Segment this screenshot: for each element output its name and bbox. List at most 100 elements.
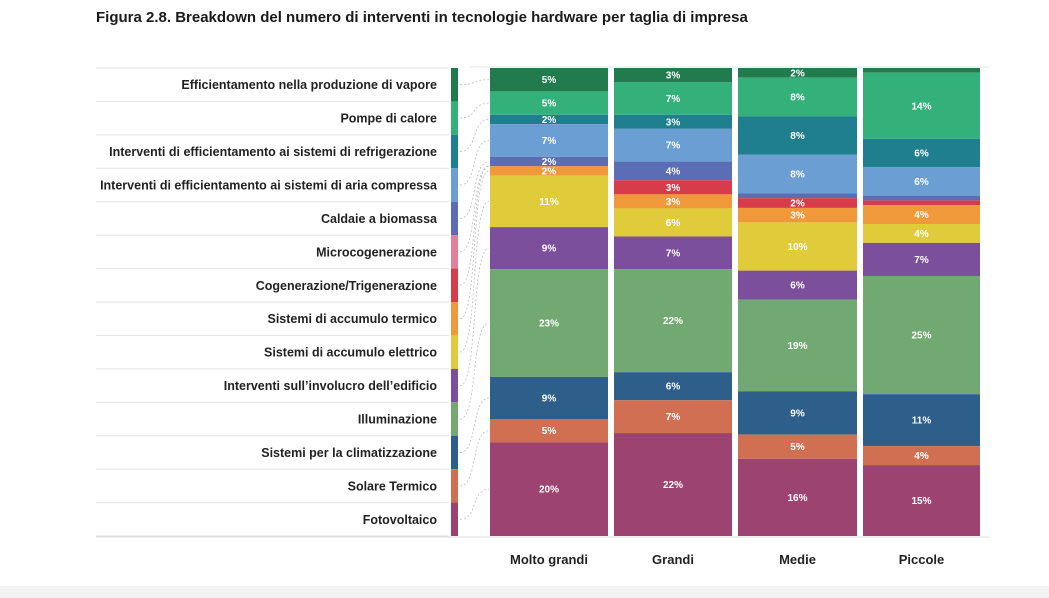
legend-connector	[459, 397, 490, 453]
data-label: 3%	[666, 117, 681, 128]
data-label: 16%	[787, 493, 807, 504]
data-label: 9%	[542, 244, 557, 255]
legend-connector	[459, 119, 490, 152]
data-label: 22%	[663, 480, 683, 491]
data-label: 2%	[790, 199, 805, 210]
bar-segment	[738, 207, 857, 223]
bar-segment	[738, 222, 857, 271]
bar-segment	[863, 242, 980, 276]
data-label: 25%	[911, 331, 931, 342]
legend-label: Caldaie a biomassa	[321, 212, 438, 226]
bar-segment	[863, 394, 980, 447]
data-label: 5%	[542, 426, 557, 437]
bar-segment	[738, 154, 857, 194]
data-label: 5%	[542, 75, 557, 86]
bar-segment	[490, 376, 608, 419]
bar-segment	[738, 116, 857, 155]
legend-swatch	[451, 302, 458, 336]
data-label: 7%	[542, 136, 557, 147]
data-label: 14%	[911, 101, 931, 112]
bar-segment	[490, 156, 608, 167]
bar-segment	[614, 194, 732, 209]
data-label: 8%	[790, 131, 805, 142]
data-label: 6%	[790, 281, 805, 292]
bar-segment	[863, 195, 980, 201]
legend-swatch	[451, 435, 458, 470]
bar-segment	[614, 82, 732, 115]
data-label: 5%	[790, 442, 805, 453]
bar-segment	[614, 400, 732, 434]
bar-segment	[863, 465, 980, 536]
bar-segment	[863, 167, 980, 196]
legend-swatch	[451, 168, 458, 202]
bar-segment	[490, 68, 608, 92]
bar-segment	[490, 442, 608, 536]
legend-swatch	[451, 502, 458, 536]
bar-segment	[738, 77, 857, 117]
legend-connector	[459, 165, 490, 253]
data-label: 3%	[666, 183, 681, 194]
data-label: 6%	[914, 149, 929, 160]
bar-segment	[863, 205, 980, 224]
data-label: 11%	[912, 416, 932, 427]
data-label: 22%	[663, 316, 683, 327]
bar-segment	[863, 276, 980, 395]
bar-segment	[490, 166, 608, 176]
legend-connector	[459, 79, 490, 86]
bar-segment	[490, 175, 608, 228]
data-label: 10%	[787, 242, 807, 253]
bar-segment	[738, 391, 857, 435]
legend-connector	[459, 430, 490, 487]
legend-label: Sistemi di accumulo elettrico	[264, 346, 437, 360]
data-label: 9%	[790, 408, 805, 419]
legend-swatch	[451, 368, 458, 403]
data-label: 20%	[539, 485, 559, 496]
data-label: 6%	[914, 177, 929, 188]
data-label: 2%	[542, 115, 557, 126]
data-label: 4%	[914, 451, 929, 462]
bar-segment	[614, 128, 732, 162]
data-label: 6%	[666, 382, 681, 393]
bar-segment	[614, 68, 732, 83]
legend-label: Cogenerazione/Trigenerazione	[256, 279, 437, 293]
legend-label: Illuminazione	[358, 413, 437, 427]
bar-segment	[490, 269, 608, 377]
legend-swatch	[451, 101, 458, 135]
bar-segment	[863, 68, 980, 73]
data-label: 2%	[542, 157, 557, 168]
legend-label: Fotovoltaico	[363, 513, 438, 527]
legend-connector	[459, 102, 490, 119]
data-label: 7%	[666, 141, 681, 152]
data-label: 8%	[790, 170, 805, 181]
bar-segment	[614, 433, 732, 536]
bar-segment	[738, 299, 857, 392]
bar-segment	[863, 446, 980, 466]
legend-swatch	[451, 268, 458, 302]
legend-connector	[459, 140, 490, 186]
bar-segment	[490, 124, 608, 157]
legend-swatch	[451, 335, 458, 369]
bar-segment	[614, 372, 732, 401]
data-label: 7%	[666, 94, 681, 105]
legend-label: Microcogenerazione	[316, 245, 437, 259]
legend-label: Sistemi di accumulo termico	[268, 312, 438, 326]
bar-segment	[738, 270, 857, 300]
legend-label: Interventi sull’involucro dell’edificio	[224, 379, 438, 393]
bar-segment	[614, 208, 732, 237]
legend-label: Solare Termico	[348, 479, 438, 493]
bar-segment	[863, 224, 980, 243]
legend-label: Sistemi per la climatizzazione	[261, 446, 437, 460]
legend-swatch	[451, 201, 458, 236]
legend-label: Efficientamento nella produzione di vapo…	[181, 78, 437, 92]
bar-segment	[738, 434, 857, 459]
data-label: 4%	[914, 210, 929, 221]
bar-segment	[738, 193, 857, 199]
bar-segment	[614, 180, 732, 195]
data-label: 7%	[666, 412, 681, 423]
legend-connector	[459, 200, 490, 353]
legend-connector	[459, 488, 490, 520]
bar-segment	[614, 114, 732, 129]
legend-connector	[459, 170, 490, 320]
legend-connector	[459, 322, 490, 420]
